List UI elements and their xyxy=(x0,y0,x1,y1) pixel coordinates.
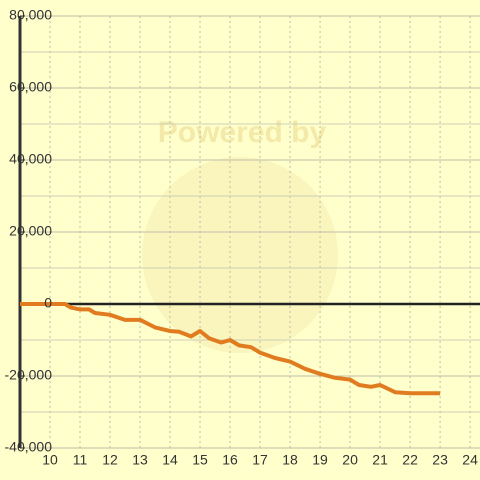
x-tick-label: 16 xyxy=(222,452,238,468)
x-tick-label: 20 xyxy=(342,452,358,468)
y-tick-label: -40,000 xyxy=(5,439,53,455)
x-tick-label: 17 xyxy=(252,452,268,468)
x-tick-label: 21 xyxy=(372,452,388,468)
x-tick-label: 22 xyxy=(402,452,418,468)
x-tick-label: 19 xyxy=(312,452,328,468)
x-tick-label: 15 xyxy=(192,452,208,468)
x-tick-label: 13 xyxy=(132,452,148,468)
x-tick-label: 24 xyxy=(462,452,478,468)
x-tick-label: 11 xyxy=(73,452,88,468)
x-tick-label: 23 xyxy=(432,452,448,468)
x-tick-label: 10 xyxy=(42,452,58,468)
y-tick-label: 60,000 xyxy=(9,79,52,95)
y-tick-label: 20,000 xyxy=(9,223,52,239)
y-tick-label: -20,000 xyxy=(5,367,53,383)
watermark-logo xyxy=(142,157,338,353)
x-tick-label: 12 xyxy=(102,452,118,468)
x-tick-label: 18 xyxy=(282,452,298,468)
line-series xyxy=(20,302,441,396)
y-tick-label: 0 xyxy=(44,295,52,311)
x-tick-label: 14 xyxy=(162,452,178,468)
y-tick-label: 40,000 xyxy=(9,151,52,167)
y-tick-label: 80,000 xyxy=(9,7,52,23)
watermark: Powered by xyxy=(158,116,327,149)
